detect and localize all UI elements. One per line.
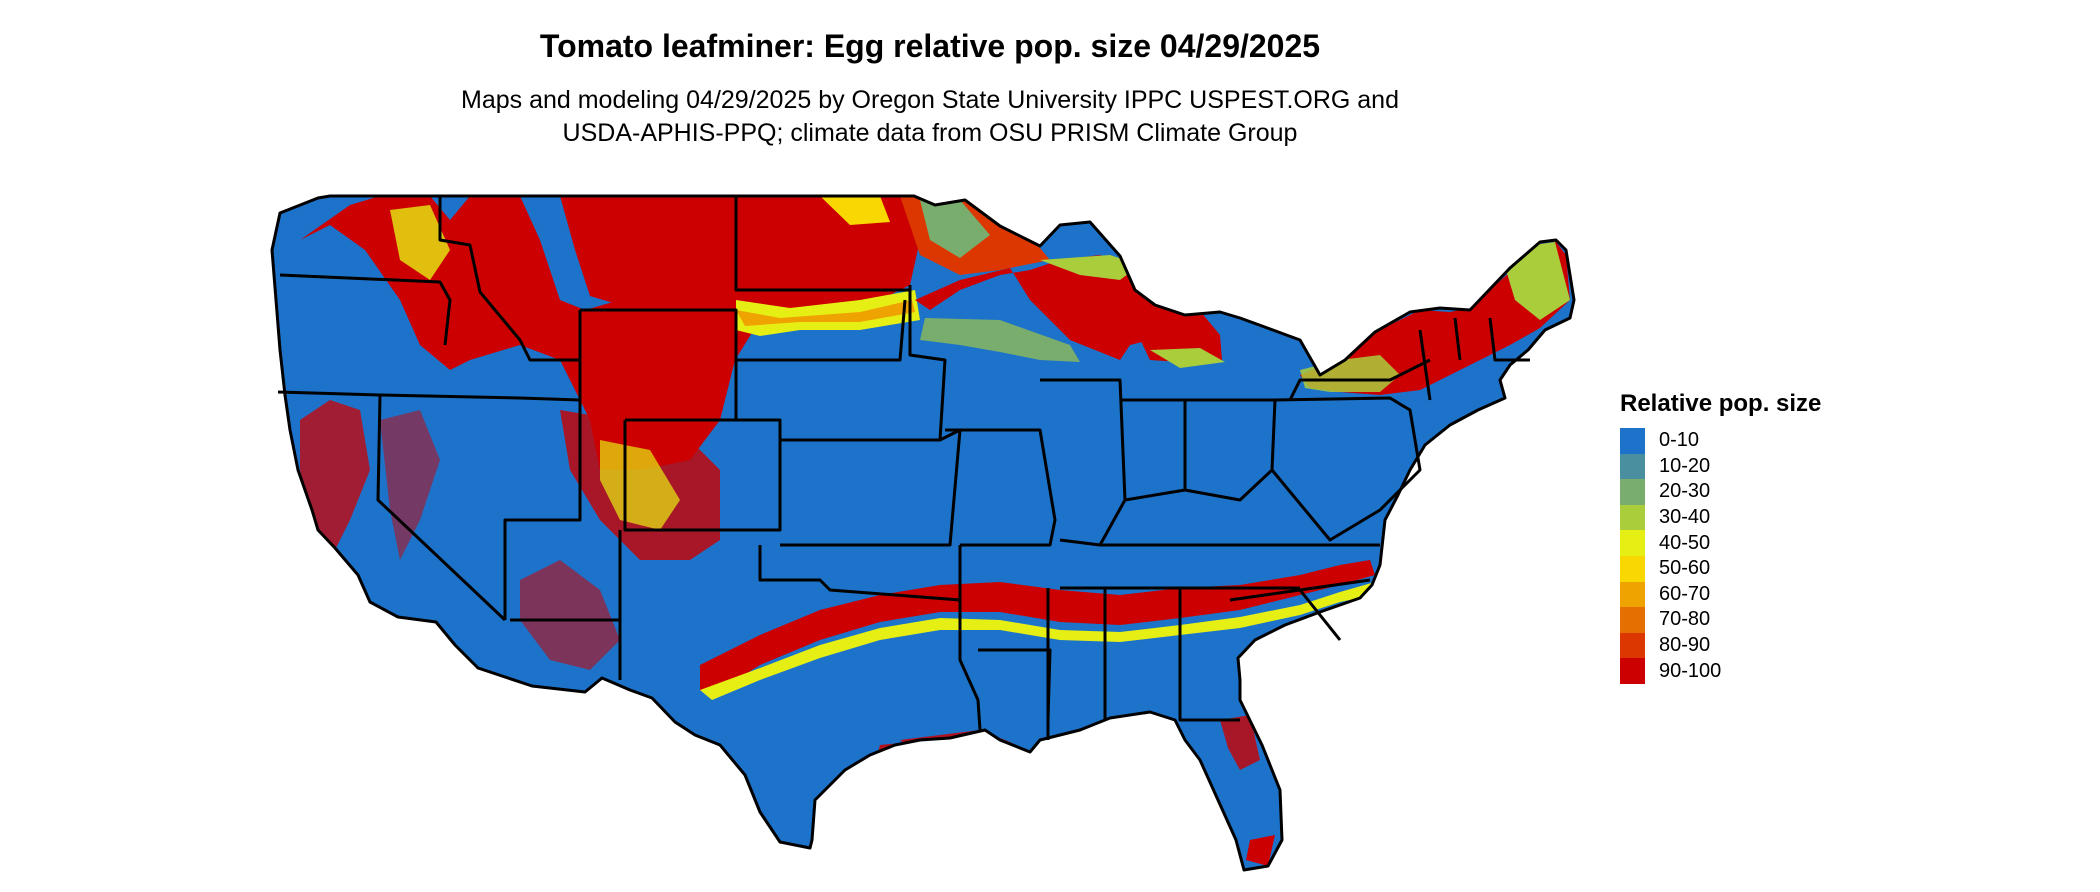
legend-label: 80-90 xyxy=(1659,634,1711,657)
legend-swatch xyxy=(1620,658,1645,684)
map-title: Tomato leafminer: Egg relative pop. size… xyxy=(539,28,1321,64)
michigan-high xyxy=(1135,290,1222,362)
legend-swatch xyxy=(1620,632,1645,659)
legend-swatch xyxy=(1620,479,1645,505)
legend-swatch xyxy=(1620,428,1645,454)
border-ny-pa xyxy=(1288,358,1431,401)
legend-item: 60-70 xyxy=(1620,581,1821,608)
minnesota-green xyxy=(920,200,990,258)
legend-label: 10-20 xyxy=(1659,454,1711,477)
legend-swatch xyxy=(1620,530,1645,556)
montana-band xyxy=(390,205,450,280)
legend-label: 30-40 xyxy=(1659,506,1711,529)
legend-item: 30-40 xyxy=(1620,504,1821,531)
dakotas-high xyxy=(736,196,920,318)
dakotas-yellow-edge xyxy=(736,290,920,336)
legend: Relative pop. size 0-10 10-20 20-30 30-40 40… xyxy=(1620,390,1821,684)
legend-label: 60-70 xyxy=(1659,582,1711,605)
border-new-england xyxy=(1418,317,1530,401)
border-mn-ia xyxy=(908,285,947,441)
florida-high xyxy=(1220,715,1260,770)
legend-label: 0-10 xyxy=(1659,429,1700,452)
subtitle-line-2: USDA-APHIS-PPQ; climate data from OSU PR… xyxy=(562,119,1298,147)
legend-item: 70-80 xyxy=(1620,607,1821,633)
legend-swatch xyxy=(1620,504,1645,531)
border-mo xyxy=(945,428,1057,547)
southern-high-band xyxy=(700,560,1375,690)
montana-east-high xyxy=(560,196,736,318)
michigan-edge xyxy=(1150,348,1225,368)
legend-item: 0-10 xyxy=(1620,428,1821,454)
legend-label: 90-100 xyxy=(1659,659,1722,682)
legend-item: 20-30 xyxy=(1620,479,1821,505)
wisconsin-green-edge xyxy=(920,318,1080,362)
border-sd-ne xyxy=(736,299,907,362)
legend-swatch xyxy=(1620,555,1645,582)
border-nv-ut xyxy=(503,310,582,620)
idaho-valley xyxy=(315,280,395,370)
legend-swatch xyxy=(1620,453,1645,480)
border-az-nm xyxy=(510,530,622,680)
legend-item: 50-60 xyxy=(1620,555,1821,582)
california-mountains-high xyxy=(300,400,370,560)
border-id-mt xyxy=(438,196,580,362)
upper-peninsula-band xyxy=(1040,255,1140,280)
legend-swatch xyxy=(1620,581,1645,608)
legend-label: 20-30 xyxy=(1659,480,1711,503)
state-borders xyxy=(270,194,1576,872)
legend-items: 0-10 10-20 20-30 30-40 40-50 50-60 60-70 70-80 8… xyxy=(1620,428,1821,684)
ny-edge xyxy=(1300,355,1400,392)
nevada-speckle xyxy=(380,410,440,560)
legend-swatch xyxy=(1620,607,1645,633)
southern-yellow-band xyxy=(700,582,1378,700)
nd-yellow-patch xyxy=(820,196,890,225)
border-ca-or-nv xyxy=(277,390,581,402)
us-population-map xyxy=(270,194,1576,872)
border-co xyxy=(623,418,782,532)
border-pa-wv-va xyxy=(1270,396,1422,542)
legend-label: 70-80 xyxy=(1659,608,1711,631)
legend-label: 50-60 xyxy=(1659,557,1711,580)
legend-item: 90-100 xyxy=(1620,658,1821,684)
arizona-speckle xyxy=(520,560,620,670)
legend-item: 40-50 xyxy=(1620,530,1821,556)
border-nc-sc xyxy=(1229,578,1371,641)
border-nd-sd xyxy=(734,196,910,292)
map-subtitle: Maps and modeling 04/29/2025 by Oregon S… xyxy=(0,84,1860,150)
colorado-yellow xyxy=(600,440,680,530)
legend-item: 80-90 xyxy=(1620,632,1821,659)
dakotas-orange-edge xyxy=(736,300,915,326)
wisconsin-high xyxy=(915,255,1165,360)
legend-label: 40-50 xyxy=(1659,531,1711,554)
border-in xyxy=(1120,398,1187,502)
subtitle-line-1: Maps and modeling 04/29/2025 by Oregon S… xyxy=(461,86,1399,114)
border-ms-al-ga xyxy=(1046,588,1240,740)
border-ok xyxy=(758,545,962,602)
florida-keys-high xyxy=(1246,835,1275,866)
legend-title: Relative pop. size xyxy=(1620,390,1822,417)
legend-item: 10-20 xyxy=(1620,453,1821,480)
border-ca-nv xyxy=(376,394,507,622)
border-or-wa xyxy=(279,273,452,346)
